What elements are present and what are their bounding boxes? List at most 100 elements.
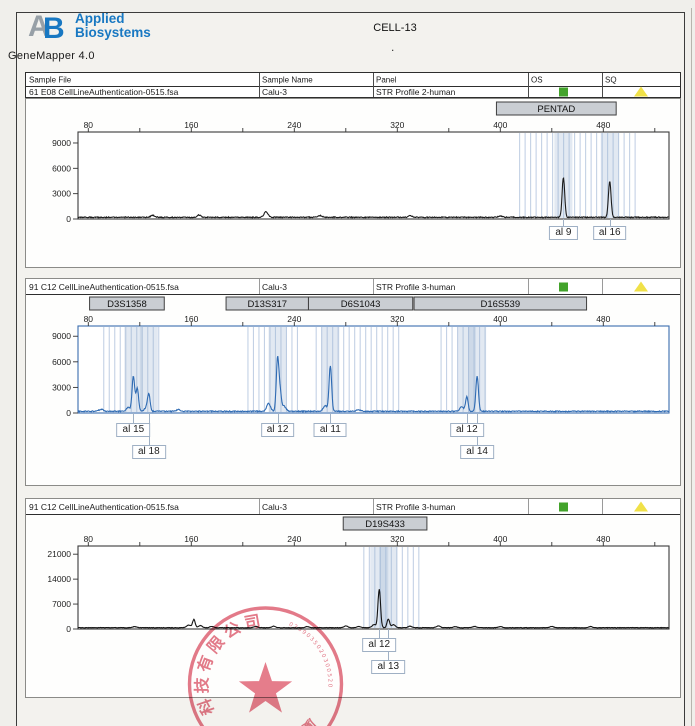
x-tick-label: 480 <box>596 534 610 544</box>
allele-label-al-14: al 14 <box>460 445 494 459</box>
plot-frame <box>77 545 670 630</box>
x-tick-label: 240 <box>287 120 301 130</box>
column-divider <box>528 499 529 514</box>
plot-frame <box>77 131 670 220</box>
marker-label: D19S433 <box>365 519 405 530</box>
column-divider <box>373 499 374 514</box>
sample-file-text: 61 E08 CellLineAuthentication-0515.fsa <box>29 86 179 97</box>
electropherogram-panel-3: 91 C12 CellLineAuthentication-0515.fsa Ca… <box>25 498 681 698</box>
electropherogram-panel-2: 91 C12 CellLineAuthentication-0515.fsa Ca… <box>25 278 681 486</box>
x-tick-label: 80 <box>84 120 94 130</box>
allele-label-al-13: al 13 <box>371 660 406 674</box>
sample-name-text: Calu-3 <box>262 86 288 97</box>
y-tick-label: 9000 <box>52 138 71 148</box>
panel-name-text: STR Profile 3-human <box>376 281 456 292</box>
brand-line-1: Applied <box>75 11 125 26</box>
sample-file-text: 91 C12 CellLineAuthentication-0515.fsa <box>29 281 179 292</box>
column-divider <box>259 73 260 97</box>
logo-letter-b: B <box>43 12 65 44</box>
column-header-os: OS <box>531 75 543 84</box>
sample-file-text: 91 C12 CellLineAuthentication-0515.fsa <box>29 501 179 512</box>
marker-bar-D19S433 <box>342 516 428 531</box>
allele-callout-line <box>277 413 279 423</box>
y-tick-label: 0 <box>66 214 71 224</box>
column-divider <box>373 279 374 294</box>
applied-biosystems-logo: A B Applied Biosystems <box>28 6 151 44</box>
electropherogram-trace <box>77 589 669 629</box>
chart-canvas-1: PENTAD 80 160 240 320 400 480 0 3000 6000 9000 <box>52 101 670 224</box>
sample-name-text: Calu-3 <box>262 501 288 512</box>
allele-label-al-16: al 16 <box>592 226 627 240</box>
marker-label: PENTAD <box>537 104 575 115</box>
svg-text:厦门: 厦门 <box>283 715 319 726</box>
report-title: CELL-13 <box>373 22 417 34</box>
x-tick-label: 80 <box>84 534 94 544</box>
y-tick-label: 14000 <box>47 574 71 584</box>
red-company-seal: 科技有限公司 0269035020300520 厦门 <box>187 606 344 726</box>
chart-canvas-2: D3S1358 D13S317 D6S1043 D16S539 80 160 240 320 4… <box>52 296 670 418</box>
electropherogram-trace <box>77 176 669 219</box>
allele-label-al-12: al 12 <box>260 423 295 437</box>
y-tick-label: 9000 <box>52 331 71 341</box>
column-divider <box>373 73 374 97</box>
sample-row-2: 91 C12 CellLineAuthentication-0515.fsa Ca… <box>26 279 680 295</box>
x-tick-label: 160 <box>184 120 198 130</box>
os-pass-icon <box>559 502 568 511</box>
sq-warning-icon <box>634 501 648 511</box>
panel-name-text: STR Profile 3-human <box>376 501 456 512</box>
marker-label: D16S539 <box>480 299 520 310</box>
x-tick-label: 160 <box>184 534 198 544</box>
x-tick-label: 480 <box>596 120 610 130</box>
column-divider <box>602 279 603 294</box>
electropherogram-trace <box>77 355 669 413</box>
x-tick-label: 240 <box>287 534 301 544</box>
scan-edge-line <box>691 8 692 726</box>
x-tick-label: 480 <box>596 314 610 324</box>
brand-name: Applied Biosystems <box>75 6 151 39</box>
os-pass-icon <box>559 87 568 96</box>
plot-frame <box>77 325 670 414</box>
allele-callout-line <box>609 219 611 226</box>
allele-label-al-11: al 11 <box>313 423 347 437</box>
allele-callout-line <box>379 629 381 638</box>
y-tick-label: 6000 <box>52 357 71 367</box>
sample-row-3: 91 C12 CellLineAuthentication-0515.fsa Ca… <box>26 499 680 515</box>
marker-bar-PENTAD <box>495 101 617 116</box>
chart-canvas-3: D19S433 80 160 240 320 400 480 0 7000 14000 21000 <box>47 516 670 634</box>
allele-callout-line <box>466 413 468 423</box>
column-header-sample-name: Sample Name <box>262 75 313 84</box>
logo-letter-a: A <box>28 10 50 43</box>
marker-bar-D3S1358 <box>89 296 165 311</box>
x-tick-label: 160 <box>184 314 198 324</box>
allele-label-al-9: al 9 <box>549 226 578 240</box>
column-divider <box>528 279 529 294</box>
x-tick-label: 80 <box>84 314 94 324</box>
app-version-text: GeneMapper 4.0 <box>8 50 95 62</box>
allele-label-al-12: al 12 <box>362 638 397 652</box>
y-tick-label: 7000 <box>52 599 71 609</box>
marker-label: D3S1358 <box>107 299 147 310</box>
marker-label: D13S317 <box>247 299 287 310</box>
y-tick-label: 0 <box>66 624 71 634</box>
sample-table-header: Sample File Sample Name Panel OS SQ <box>26 73 680 87</box>
x-tick-label: 320 <box>390 534 404 544</box>
column-divider <box>602 73 603 97</box>
allele-label-al-12: al 12 <box>449 423 484 437</box>
marker-label: D6S1043 <box>341 299 381 310</box>
y-tick-label: 3000 <box>52 382 71 392</box>
allele-callout-line <box>330 413 332 423</box>
sq-warning-icon <box>634 86 648 96</box>
y-tick-label: 3000 <box>52 189 71 199</box>
ab-logo-icon: A B <box>28 10 65 44</box>
os-pass-icon <box>559 282 568 291</box>
x-tick-label: 400 <box>493 534 507 544</box>
brand-line-2: Biosystems <box>75 24 151 40</box>
seal-ring <box>187 606 344 726</box>
y-tick-label: 21000 <box>47 549 71 559</box>
column-divider <box>259 279 260 294</box>
allele-callout-line <box>563 219 565 226</box>
sq-warning-icon <box>634 281 648 291</box>
panel-name-text: STR Profile 2-human <box>376 86 456 97</box>
y-tick-label: 0 <box>66 408 71 418</box>
